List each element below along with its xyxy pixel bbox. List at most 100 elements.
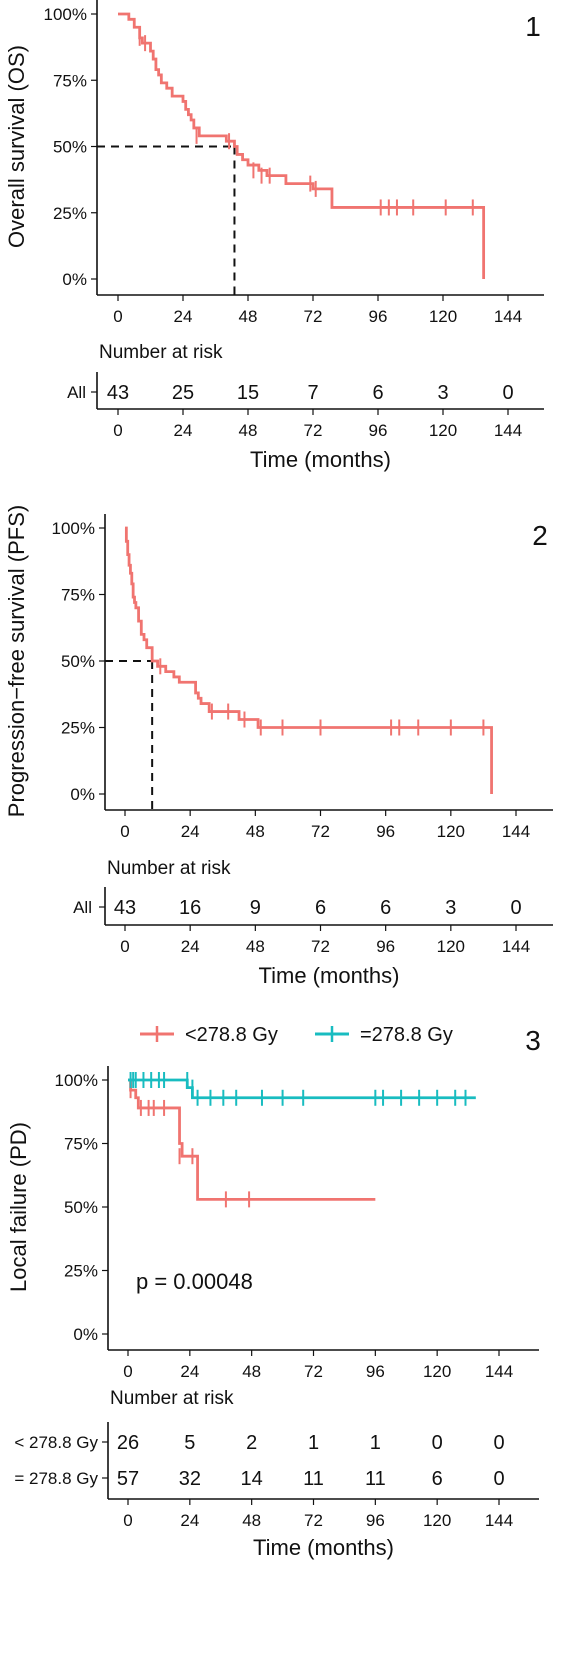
y-tick-label: 100% [55, 1071, 98, 1090]
risk-count: 26 [117, 1432, 139, 1454]
risk-x-tick-label: 0 [123, 1511, 132, 1530]
y-axis-label: Progression−free survival (PFS) [4, 505, 29, 817]
panel-label: 2 [532, 520, 548, 551]
panel-label: 3 [525, 1025, 541, 1056]
risk-row-label: All [73, 898, 92, 917]
x-tick-label: 24 [181, 822, 200, 841]
risk-x-tick-label: 72 [304, 421, 323, 440]
risk-count: 15 [237, 382, 259, 404]
risk-count: 0 [510, 897, 521, 919]
risk-x-tick-label: 120 [437, 937, 465, 956]
risk-count: 1 [370, 1432, 381, 1454]
x-axis-label: Time (months) [259, 963, 400, 988]
y-tick-label: 75% [53, 71, 87, 90]
risk-count: 6 [315, 897, 326, 919]
x-tick-label: 120 [437, 822, 465, 841]
risk-count: 14 [241, 1468, 263, 1490]
risk-count: 0 [432, 1432, 443, 1454]
risk-x-tick-label: 96 [376, 937, 395, 956]
y-tick-label: 0% [62, 270, 87, 289]
x-tick-label: 0 [120, 822, 129, 841]
risk-table-title: Number at risk [99, 342, 223, 363]
risk-x-tick-label: 144 [502, 937, 530, 956]
x-axis-label: Time (months) [250, 447, 391, 472]
x-tick-label: 120 [429, 307, 457, 326]
x-tick-label: 0 [123, 1362, 132, 1381]
x-tick-label: 0 [113, 307, 122, 326]
y-tick-label: 75% [61, 586, 95, 605]
risk-count: 11 [303, 1468, 324, 1490]
risk-x-tick-label: 96 [366, 1511, 385, 1530]
risk-x-tick-label: 24 [180, 1511, 199, 1530]
risk-count: 57 [117, 1468, 139, 1490]
x-tick-label: 144 [485, 1362, 513, 1381]
risk-count: 25 [172, 382, 194, 404]
risk-count: 2 [246, 1432, 257, 1454]
x-tick-label: 48 [246, 822, 265, 841]
y-tick-label: 100% [52, 519, 95, 538]
survival-curve-1 [124, 526, 493, 794]
panel-label: 1 [525, 11, 541, 42]
risk-x-tick-label: 48 [246, 937, 265, 956]
survival-curve-1 [118, 12, 486, 279]
risk-count: 32 [179, 1468, 201, 1490]
risk-x-tick-label: 0 [113, 421, 122, 440]
y-tick-label: 50% [61, 652, 95, 671]
risk-row-label: All [67, 383, 86, 402]
x-tick-label: 120 [423, 1362, 451, 1381]
risk-x-tick-label: 48 [242, 1511, 261, 1530]
panel-1: 1 0% 25% 50% 75% 100% 0 24 48 72 96 120 144 Overall s… [4, 0, 544, 472]
risk-x-tick-label: 144 [494, 421, 522, 440]
risk-count: 0 [502, 382, 513, 404]
risk-count: 43 [107, 382, 129, 404]
x-tick-label: 72 [304, 1362, 323, 1381]
y-axis-label: Overall survival (OS) [4, 45, 29, 248]
y-axis-label: Local failure (PD) [6, 1122, 31, 1292]
risk-x-tick-label: 96 [369, 421, 388, 440]
risk-count: 16 [179, 897, 201, 919]
risk-count: 7 [307, 382, 318, 404]
risk-count: 5 [184, 1432, 195, 1454]
risk-count: 3 [445, 897, 456, 919]
x-tick-label: 24 [180, 1362, 199, 1381]
y-tick-label: 0% [73, 1325, 98, 1344]
x-tick-label: 144 [502, 822, 530, 841]
risk-x-tick-label: 120 [423, 1511, 451, 1530]
risk-row-label: < 278.8 Gy [14, 1433, 98, 1452]
x-tick-label: 48 [239, 307, 258, 326]
risk-count: 0 [493, 1468, 504, 1490]
y-tick-label: 50% [53, 138, 87, 157]
p-value-annotation: p = 0.00048 [136, 1269, 253, 1294]
x-tick-label: 72 [304, 307, 323, 326]
x-tick-label: 96 [376, 822, 395, 841]
risk-x-tick-label: 72 [311, 937, 330, 956]
y-tick-label: 75% [64, 1135, 98, 1154]
risk-count: 1 [308, 1432, 319, 1454]
y-tick-label: 100% [44, 5, 87, 24]
risk-count: 9 [250, 897, 261, 919]
risk-row-label: = 278.8 Gy [14, 1469, 98, 1488]
risk-count: 43 [114, 897, 136, 919]
risk-x-tick-label: 24 [181, 937, 200, 956]
y-tick-label: 25% [61, 719, 95, 738]
risk-x-tick-label: 48 [239, 421, 258, 440]
x-tick-label: 96 [366, 1362, 385, 1381]
risk-x-tick-label: 24 [174, 421, 193, 440]
risk-table-title: Number at risk [107, 858, 231, 879]
risk-count: 3 [437, 382, 448, 404]
x-tick-label: 72 [311, 822, 330, 841]
x-tick-label: 48 [242, 1362, 261, 1381]
y-tick-label: 0% [70, 785, 95, 804]
risk-x-tick-label: 144 [485, 1511, 513, 1530]
y-tick-label: 50% [64, 1198, 98, 1217]
x-axis-label: Time (months) [253, 1535, 394, 1560]
risk-x-tick-label: 72 [304, 1511, 323, 1530]
legend-label: =278.8 Gy [360, 1024, 453, 1046]
risk-count: 11 [365, 1468, 386, 1490]
risk-x-tick-label: 0 [120, 937, 129, 956]
legend-label: <278.8 Gy [185, 1024, 278, 1046]
y-tick-label: 25% [64, 1262, 98, 1281]
x-tick-label: 24 [174, 307, 193, 326]
